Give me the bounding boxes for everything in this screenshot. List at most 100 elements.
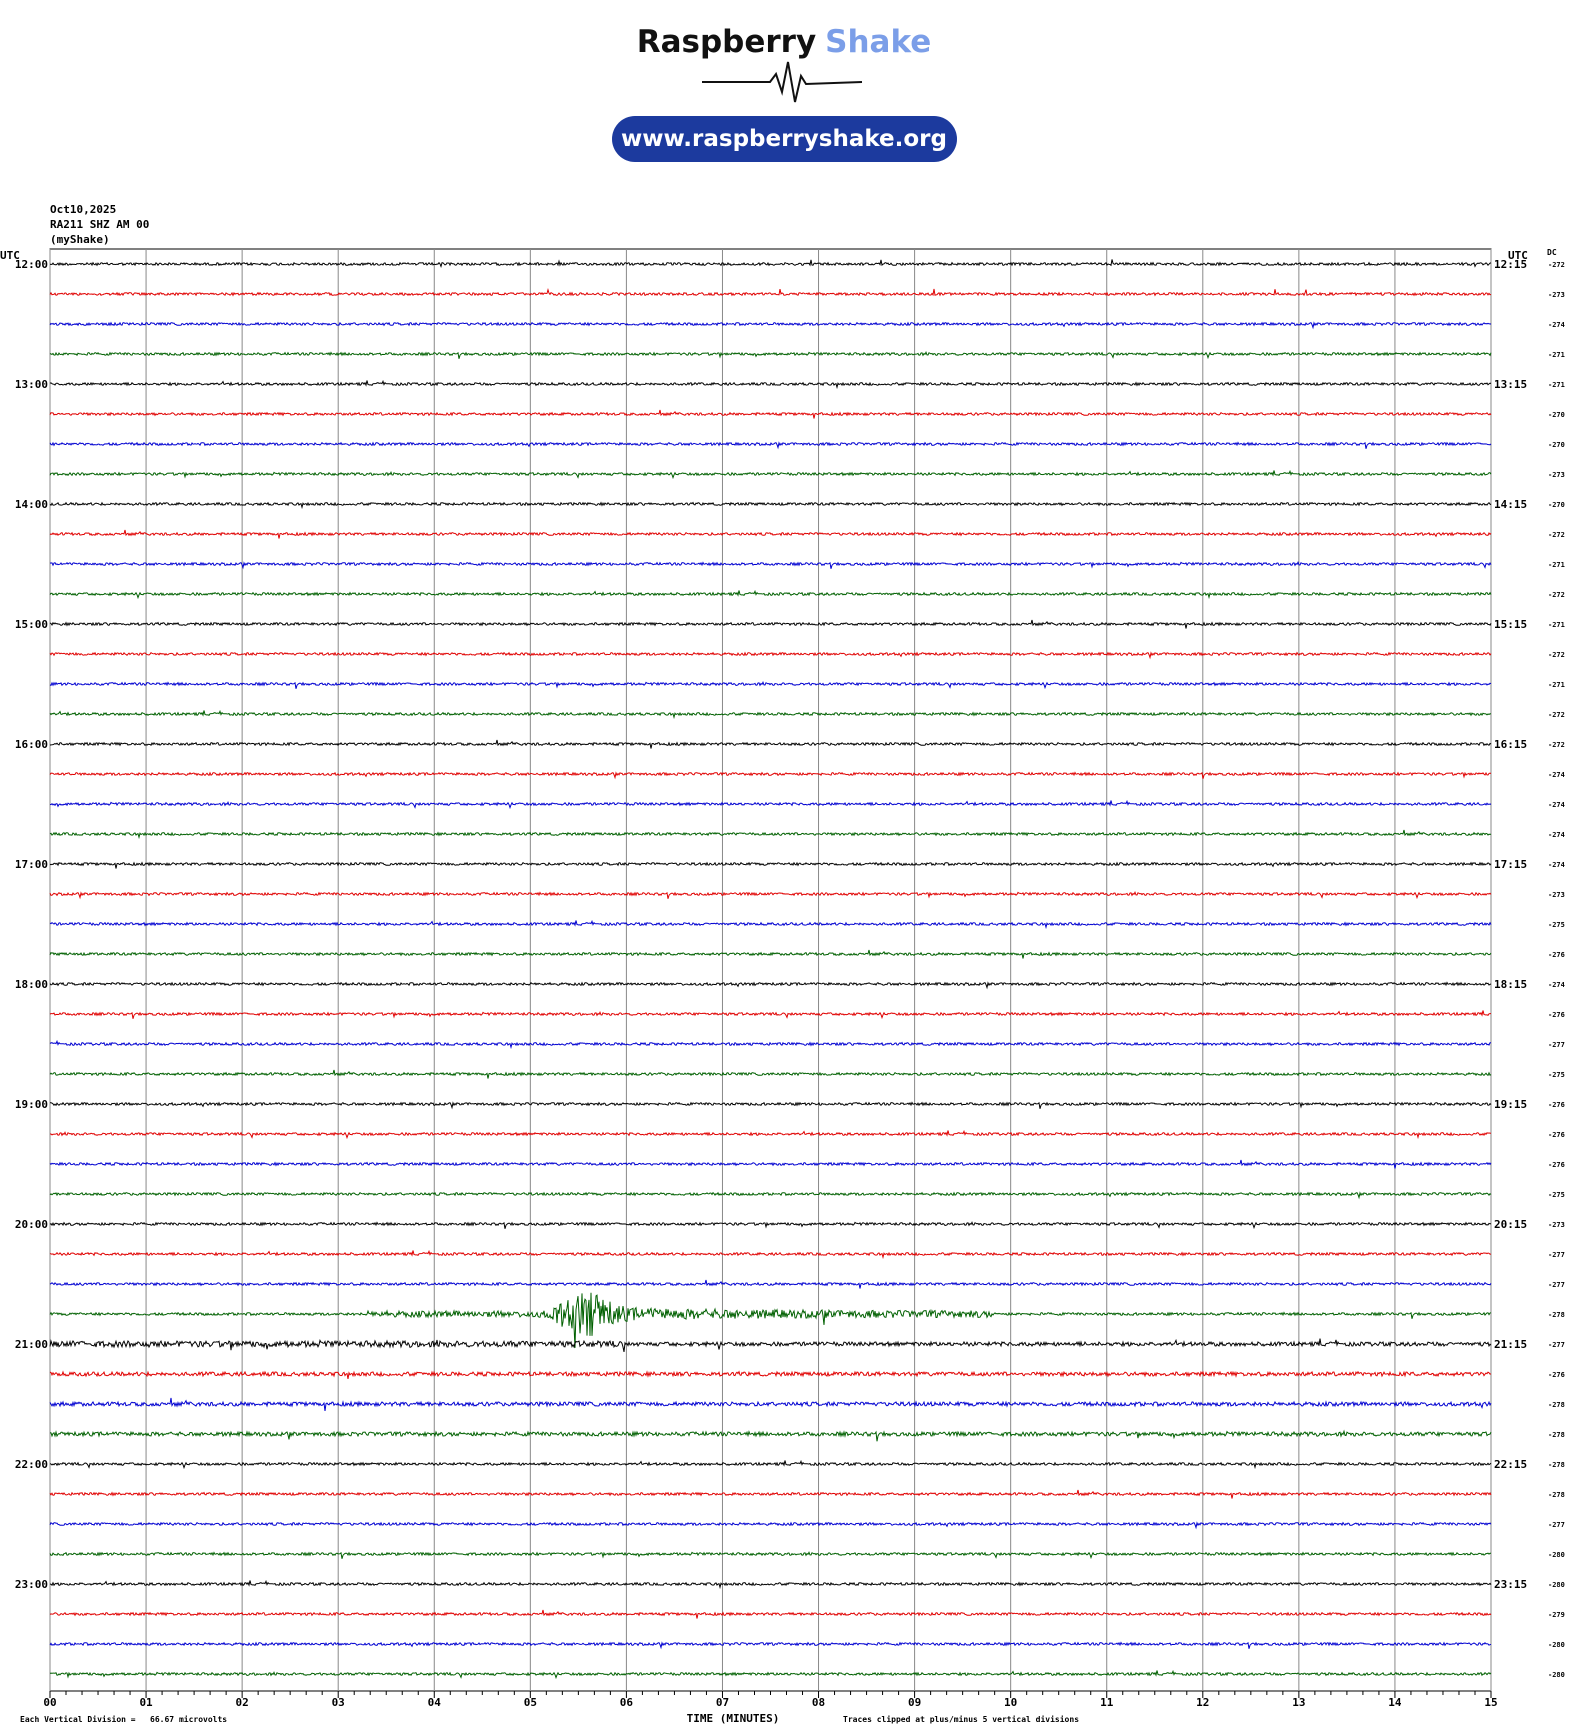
trace <box>49 501 1492 510</box>
trace <box>49 469 1492 480</box>
trace <box>49 589 1492 600</box>
trace <box>49 1279 1492 1289</box>
dc-value: -270 <box>1548 501 1565 509</box>
dc-value: -274 <box>1548 321 1565 329</box>
scale-note: Each Vertical Division = 66.67 microvolt… <box>20 1714 227 1724</box>
dc-value: -271 <box>1548 681 1565 689</box>
trace <box>49 441 1492 450</box>
dc-value: -278 <box>1548 1461 1565 1469</box>
dc-value: -273 <box>1548 1221 1565 1229</box>
x-tick-label: 04 <box>428 1696 442 1709</box>
right-time: 16:15 <box>1494 738 1527 751</box>
dc-value: -274 <box>1548 771 1565 779</box>
trace <box>49 1521 1492 1530</box>
dc-value: -277 <box>1548 1341 1565 1349</box>
x-tick-label: 10 <box>1004 1696 1017 1709</box>
x-tick-label: 03 <box>332 1696 345 1709</box>
trace <box>49 891 1492 900</box>
dc-value: -276 <box>1548 1161 1565 1169</box>
x-tick-label: 01 <box>139 1696 153 1709</box>
dc-value: -278 <box>1548 1311 1565 1319</box>
trace <box>49 1292 1492 1348</box>
url[interactable]: www.raspberryshake.org <box>621 126 947 152</box>
x-tick-label: 05 <box>524 1696 537 1709</box>
dc-value: -278 <box>1548 1491 1565 1499</box>
station: RA211 SHZ AM 00 <box>50 218 149 231</box>
dc-value: -275 <box>1548 1071 1565 1079</box>
brand-name: Raspberry <box>637 24 816 60</box>
trace <box>49 259 1492 268</box>
trace <box>49 1370 1492 1379</box>
trace <box>49 1641 1492 1650</box>
dc-value: -271 <box>1548 561 1565 569</box>
right-time: 12:15 <box>1494 258 1527 271</box>
plot-frame <box>49 248 1492 1692</box>
dc-value: -280 <box>1548 1641 1565 1649</box>
brand-name-accent: Shake <box>825 24 931 60</box>
x-axis-label: TIME (MINUTES) <box>687 1712 780 1725</box>
left-time: 21:00 <box>15 1338 48 1351</box>
dc-value: -277 <box>1548 1521 1565 1529</box>
trace <box>49 1551 1491 1560</box>
trace <box>49 949 1492 959</box>
dc-value: -271 <box>1548 621 1565 629</box>
trace <box>49 919 1492 930</box>
dc-value: -272 <box>1548 711 1565 719</box>
trace <box>49 379 1492 390</box>
trace <box>49 1039 1491 1050</box>
trace <box>49 351 1492 360</box>
dc-value: -275 <box>1548 1191 1565 1199</box>
trace <box>49 709 1492 720</box>
trace <box>49 619 1492 629</box>
right-time: 13:15 <box>1494 378 1527 391</box>
right-time: 18:15 <box>1494 978 1527 991</box>
trace <box>49 1489 1492 1499</box>
trace <box>49 1397 1492 1411</box>
trace <box>49 651 1492 660</box>
right-time: 23:15 <box>1494 1578 1527 1591</box>
trace <box>49 1191 1492 1200</box>
dc-value: -274 <box>1548 801 1565 809</box>
dc-value: -276 <box>1548 951 1565 959</box>
date: Oct10,2025 <box>50 203 116 216</box>
left-time: 15:00 <box>15 618 48 631</box>
dc-value: -270 <box>1548 441 1565 449</box>
dc-value: -275 <box>1548 921 1565 929</box>
x-tick-label: 13 <box>1292 1696 1305 1709</box>
trace <box>49 861 1492 869</box>
trace <box>49 321 1492 330</box>
url-pill[interactable] <box>612 116 957 162</box>
dc-value: -280 <box>1548 1581 1565 1589</box>
trace <box>49 288 1492 297</box>
trace <box>50 1129 1492 1140</box>
x-tick-label: 14 <box>1388 1696 1402 1709</box>
trace <box>50 1101 1492 1110</box>
x-tick-label: 07 <box>716 1696 729 1709</box>
trace <box>49 1669 1492 1680</box>
right-time: 22:15 <box>1494 1458 1527 1471</box>
utc-left: UTC <box>0 249 20 262</box>
dc-value: -276 <box>1548 1131 1565 1139</box>
utc-right: UTC <box>1508 249 1528 262</box>
right-time: 20:15 <box>1494 1218 1527 1231</box>
brand: Raspberry Shake <box>637 24 932 60</box>
dc-value: -277 <box>1548 1281 1565 1289</box>
dc-value: -272 <box>1548 591 1565 599</box>
trace <box>49 1459 1492 1470</box>
dc-value: -278 <box>1548 1431 1565 1439</box>
x-tick-label: 11 <box>1100 1696 1114 1709</box>
labels: 00 01 02 03 04 05 06 07 08 09 10 11 12 13 14 15 -272 12:0… <box>15 258 1565 1709</box>
right-time: 21:15 <box>1494 1338 1527 1351</box>
x-tick-label: 06 <box>620 1696 634 1709</box>
x-tick-label: 15 <box>1484 1696 1497 1709</box>
left-time: 17:00 <box>15 858 48 871</box>
dc-value: -272 <box>1548 651 1565 659</box>
dc-value: -279 <box>1548 1611 1565 1619</box>
source: (myShake) <box>50 233 110 246</box>
left-time: 19:00 <box>15 1098 48 1111</box>
right-time: 14:15 <box>1494 498 1527 511</box>
dc-value: -273 <box>1548 291 1565 299</box>
dc-value: -278 <box>1548 1401 1565 1409</box>
dc-value: -274 <box>1548 981 1565 989</box>
